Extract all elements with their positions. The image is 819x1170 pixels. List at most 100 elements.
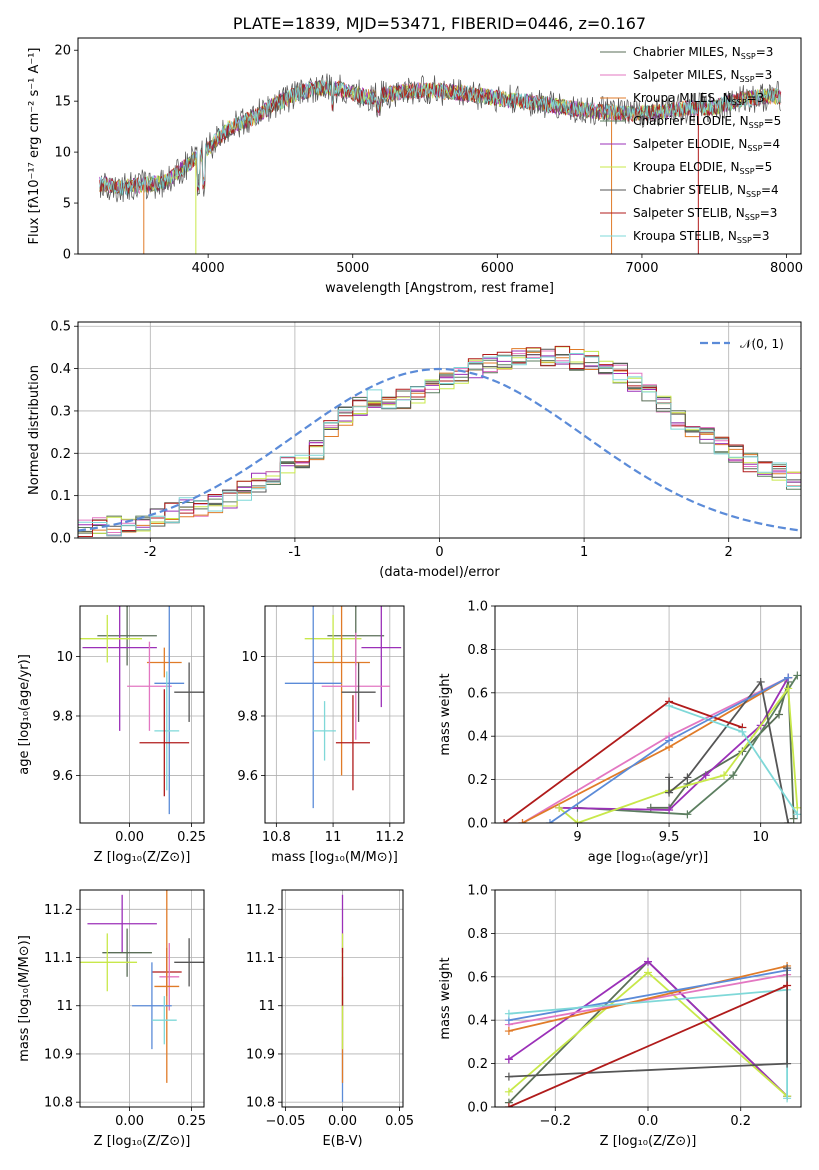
x-tick-label: 11	[325, 830, 342, 845]
weight-marker	[644, 968, 652, 977]
x-axis-label: mass [log₁₀(M/M⊙)]	[271, 850, 398, 865]
weight-marker	[518, 819, 527, 823]
panel-5: 0.00 0.25 10.8 10.9 11 11.1 11.2 Z [log₁₀(Z/Z⊙)…	[17, 889, 206, 1149]
y-axis-label: Normed distribution	[27, 365, 42, 495]
panel-2: 0.00 0.25 9.6 9.8 10 Z [log₁₀(Z/Z⊙)] age [log₁…	[17, 605, 206, 865]
x-tick-label: −0.05	[266, 1114, 306, 1129]
axes-frame	[79, 889, 205, 1108]
plot-content	[500, 671, 801, 823]
y-tick-label: 0.4	[467, 730, 488, 745]
weight-marker	[729, 771, 738, 780]
y-tick-label: 9.6	[237, 769, 258, 784]
y-tick-label: 11.2	[246, 903, 275, 918]
x-tick-label: 0	[435, 545, 443, 560]
legend-label: Chabrier MILES, NSSP=3	[633, 45, 773, 61]
weight-marker	[784, 819, 793, 823]
weight-marker	[756, 677, 765, 686]
weight-marker	[783, 1094, 792, 1103]
weight-marker	[644, 957, 652, 966]
y-tick-label: 10.9	[246, 1047, 275, 1062]
panel-7: −0.2 0.0 0.2 0.0 0.2 0.4 0.6 0.8 1.0 Z [log₁₀(Z/Z…	[438, 884, 802, 1149]
x-tick-label: 0.2	[730, 1114, 751, 1129]
y-tick-label: 10.9	[44, 1047, 73, 1062]
plot-area	[78, 38, 801, 254]
y-tick-label: 11	[258, 999, 275, 1014]
legend-label: Kroupa STELIB, NSSP=3	[633, 229, 770, 245]
weight-marker	[783, 964, 792, 973]
axes-frame	[77, 37, 802, 255]
weight-marker	[555, 803, 564, 812]
y-tick-label: 0	[63, 248, 71, 263]
y-tick-label: 10	[56, 650, 73, 665]
weight-marker	[775, 710, 784, 719]
x-tick-label: 7000	[625, 261, 658, 276]
axes-frame	[494, 605, 802, 824]
x-tick-label: 0.00	[328, 1114, 357, 1129]
weight-marker	[504, 1072, 513, 1081]
y-tick-label: 15	[54, 95, 71, 110]
x-tick-label: -1	[288, 545, 301, 560]
legend-label: Kroupa MILES, NSSP=3	[633, 91, 764, 107]
weight-line	[508, 965, 788, 1032]
weight-marker	[784, 673, 793, 682]
plot-content	[80, 606, 204, 815]
x-tick-label: 11.2	[375, 830, 404, 845]
x-tick-label: -2	[144, 545, 157, 560]
x-axis-label: E(B-V)	[322, 1134, 362, 1149]
x-tick-label: 10	[752, 830, 769, 845]
plot-content	[504, 957, 792, 1107]
y-tick-label: 11.2	[44, 903, 73, 918]
legend-label: Salpeter STELIB, NSSP=3	[633, 206, 777, 222]
y-tick-label: 0.4	[467, 1014, 488, 1029]
weight-marker	[504, 1027, 513, 1036]
weight-marker	[500, 819, 509, 823]
x-tick-label: 6000	[481, 261, 514, 276]
plot-area	[80, 890, 204, 1107]
weight-marker	[701, 771, 710, 780]
weight-marker	[504, 1103, 513, 1107]
weight-marker	[665, 773, 674, 782]
y-axis-label: mass weight	[438, 673, 453, 755]
x-tick-label: −0.2	[539, 1114, 571, 1129]
axes-frame	[79, 605, 205, 824]
y-axis-label: mass [log₁₀(M/M⊙)]	[17, 935, 32, 1062]
x-axis-label: wavelength [Angstrom, rest frame]	[325, 281, 554, 296]
y-tick-label: 9.8	[52, 709, 73, 724]
y-tick-label: 0.2	[467, 1057, 488, 1072]
weight-marker	[504, 1087, 513, 1096]
x-axis-label: Z [log₁₀(Z/Z⊙)]	[94, 1134, 191, 1149]
legend-label: Salpeter ELODIE, NSSP=4	[633, 137, 780, 153]
x-tick-label: 0.00	[115, 830, 144, 845]
weight-marker	[545, 819, 554, 823]
axes-frame	[264, 605, 405, 824]
histogram-step	[78, 353, 801, 538]
x-tick-label: 0.25	[177, 830, 206, 845]
weight-marker	[573, 819, 582, 823]
plot-area	[80, 606, 204, 823]
x-tick-label: 1	[580, 545, 588, 560]
x-tick-label: 0.05	[385, 1114, 414, 1129]
weight-line	[577, 674, 799, 816]
y-tick-label: 11.1	[246, 951, 275, 966]
weight-marker	[738, 727, 747, 736]
y-tick-label: 10.8	[246, 1096, 275, 1111]
y-tick-label: 9.6	[52, 769, 73, 784]
plot-content	[80, 890, 204, 1083]
y-tick-label: 0.8	[467, 643, 488, 658]
weight-marker	[793, 671, 801, 680]
legend-label: Salpeter MILES, NSSP=3	[633, 68, 772, 84]
y-tick-label: 0.0	[467, 817, 488, 832]
y-tick-label: 10	[54, 146, 71, 161]
x-tick-label: 9	[573, 830, 581, 845]
y-tick-label: 0.0	[467, 1101, 488, 1116]
y-tick-label: 0.2	[50, 447, 71, 462]
weight-line	[508, 973, 788, 1026]
weight-marker	[665, 736, 674, 745]
weight-marker	[783, 981, 792, 990]
spectrum-series	[99, 80, 782, 196]
weight-marker	[793, 810, 801, 819]
x-tick-label: 0.0	[638, 1114, 659, 1129]
y-tick-label: 11	[56, 999, 73, 1014]
panel-1: -2 -1 0 1 2 0.0 0.1 0.2 0.3 0.4 0.5 (data-model)/er…	[27, 320, 802, 580]
